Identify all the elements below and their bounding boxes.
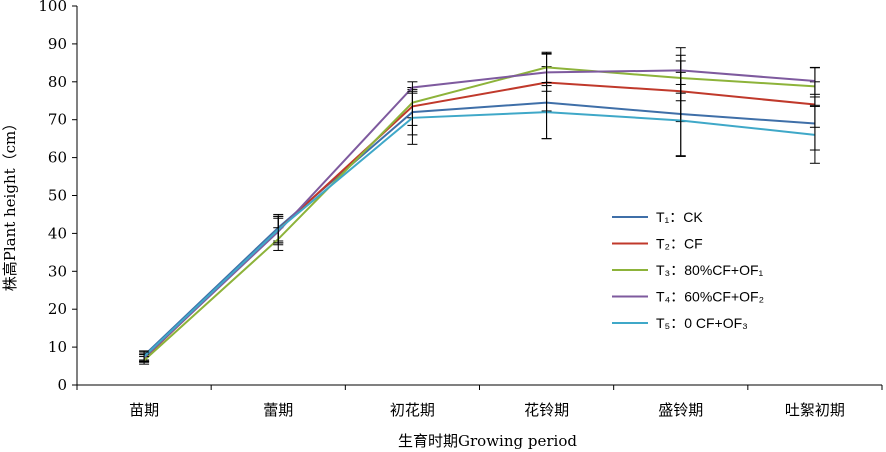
y-tick-label: 10 <box>48 338 67 356</box>
y-axis-title: 株高Plant height（cm） <box>1 116 19 292</box>
legend-label: T₁：CK <box>656 209 703 225</box>
y-tick-label: 30 <box>48 262 67 280</box>
x-tick-label: 盛铃期 <box>658 401 703 419</box>
x-tick-label: 初花期 <box>390 401 435 419</box>
x-tick-label: 苗期 <box>129 401 159 419</box>
legend-label: T₅：0 CF+OF₃ <box>656 315 748 331</box>
x-axis-title: 生育时期Growing period <box>398 432 577 450</box>
y-tick-label: 0 <box>57 376 67 394</box>
y-tick-label: 50 <box>48 187 67 205</box>
legend-label: T₄：60%CF+OF₂ <box>656 289 764 305</box>
x-tick-label: 吐絮初期 <box>785 401 845 419</box>
axes <box>77 6 882 385</box>
legend-label: T₃：80%CF+OF₁ <box>656 262 764 278</box>
legend: T₁：CK T₂：CF T₃：80%CF+OF₁ T₄：60%CF+OF₂ T₅：0 C… <box>612 209 764 331</box>
legend-label: T₂：CF <box>656 236 703 252</box>
x-tick-label: 蕾期 <box>263 401 293 419</box>
y-tick-label: 60 <box>48 149 67 167</box>
y-tick-label: 100 <box>38 0 67 15</box>
y-tick-label: 90 <box>48 35 67 53</box>
x-tick-label: 花铃期 <box>524 401 569 419</box>
y-tick-label: 40 <box>48 224 67 242</box>
y-tick-label: 20 <box>48 300 67 318</box>
y-axis-ticks: 0 10 20 30 40 50 60 70 80 90 100 <box>38 0 77 394</box>
y-tick-label: 70 <box>48 111 67 129</box>
y-tick-label: 80 <box>48 73 67 91</box>
x-axis-ticks: 苗期 蕾期 初花期 花铃期 盛铃期 吐絮初期 <box>77 385 882 419</box>
